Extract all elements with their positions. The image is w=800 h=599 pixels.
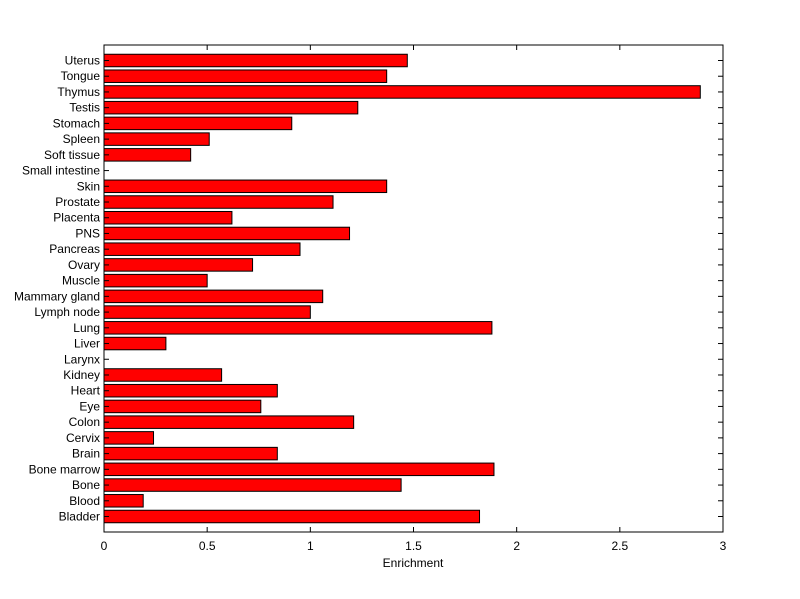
y-tick-label: Tongue	[61, 69, 101, 83]
bar-bone-marrow	[103, 462, 495, 477]
x-tick-label: 0.5	[199, 539, 216, 553]
bar-tongue	[103, 69, 388, 83]
bar-spleen	[103, 132, 210, 146]
y-tick-label: Cervix	[66, 431, 100, 445]
y-tick-label: Brain	[72, 447, 100, 461]
y-tick-label: Prostate	[55, 195, 100, 209]
ticks-layer	[103, 45, 724, 532]
bar-liver	[103, 336, 167, 351]
y-tick-label: Larynx	[64, 352, 100, 366]
bar-kidney	[103, 368, 223, 382]
y-tick-label: Small intestine	[22, 164, 100, 178]
y-tick-label: Colon	[69, 415, 100, 429]
y-tick-label: Lung	[73, 321, 100, 335]
y-tick-label: Bladder	[59, 510, 100, 524]
bar-eye	[103, 399, 262, 414]
y-tick-label: Lymph node	[34, 305, 100, 319]
bar-placenta	[103, 210, 233, 225]
y-tick-label: Eye	[79, 399, 100, 413]
bar-soft-tissue	[103, 148, 192, 162]
y-tick-label: Pancreas	[49, 242, 100, 256]
y-tick-label: Mammary gland	[14, 289, 100, 303]
bar-testis	[103, 100, 359, 115]
y-tick-label: Heart	[71, 384, 101, 398]
y-tick-label: Muscle	[62, 274, 100, 288]
y-tick-label: PNS	[75, 226, 100, 240]
bar-mammary-gland	[103, 289, 324, 304]
x-tick-label: 0	[101, 539, 108, 553]
bar-brain	[103, 446, 278, 461]
bar-colon	[103, 415, 355, 429]
y-tick-label: Bone marrow	[29, 462, 101, 476]
bar-bone	[103, 478, 402, 492]
x-tick-label: 2	[513, 539, 520, 553]
bar-uterus	[103, 53, 408, 68]
y-tick-label: Stomach	[53, 116, 100, 130]
y-tick-label: Bone	[72, 478, 100, 492]
bar-lymph-node	[103, 305, 311, 319]
bar-pns	[103, 226, 351, 241]
x-tick-label: 3	[720, 539, 727, 553]
x-tick-label: 1	[307, 539, 314, 553]
bar-pancreas	[103, 242, 301, 256]
y-tick-label: Kidney	[63, 368, 100, 382]
bar-lung	[103, 321, 493, 335]
y-tick-label: Soft tissue	[44, 148, 100, 162]
y-tick-label: Liver	[74, 337, 100, 351]
y-tick-label: Placenta	[53, 211, 100, 225]
bar-stomach	[103, 116, 293, 131]
bar-muscle	[103, 273, 208, 288]
bar-skin	[103, 179, 388, 194]
y-tick-label: Thymus	[57, 85, 100, 99]
bar-cervix	[103, 431, 155, 445]
x-tick-label: 1.5	[405, 539, 422, 553]
x-tick-label: 2.5	[611, 539, 628, 553]
y-tick-label: Skin	[77, 179, 100, 193]
bar-bladder	[103, 509, 481, 524]
y-tick-label: Ovary	[68, 258, 100, 272]
bar-blood	[103, 494, 144, 508]
y-tick-label: Spleen	[63, 132, 100, 146]
y-tick-label: Uterus	[65, 54, 100, 68]
bar-heart	[103, 383, 278, 398]
bars-layer	[103, 53, 701, 524]
bar-thymus	[103, 85, 701, 99]
y-tick-label: Testis	[69, 101, 100, 115]
y-tick-label: Blood	[69, 494, 100, 508]
bar-prostate	[103, 195, 334, 209]
x-axis-label: Enrichment	[383, 556, 444, 570]
bar-ovary	[103, 258, 254, 272]
